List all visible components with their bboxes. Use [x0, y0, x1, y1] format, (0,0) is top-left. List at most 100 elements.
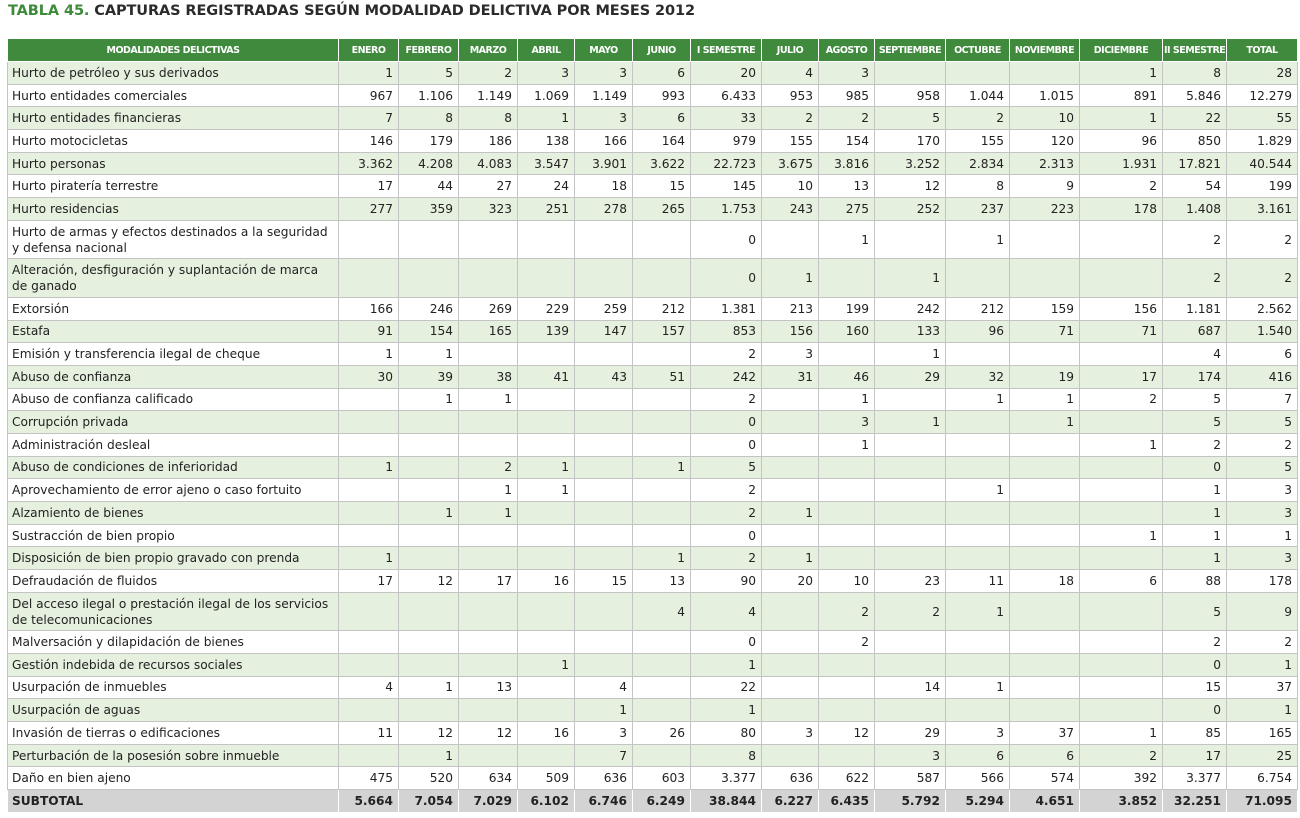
- table-cell: 3.622: [632, 151, 691, 176]
- table-cell: 6.433: [690, 83, 762, 108]
- table-cell: 3.161: [1226, 197, 1298, 221]
- table-cell: [338, 478, 399, 502]
- table-cell: [338, 501, 399, 525]
- table-cell: 6: [1079, 569, 1163, 593]
- row-label: Perturbación de la posesión sobre inmueb…: [7, 743, 339, 768]
- table-cell: 2.313: [1009, 151, 1080, 176]
- table-cell: [874, 455, 946, 480]
- table-cell: [761, 743, 819, 768]
- subtotal-cell: 6.435: [818, 789, 875, 814]
- table-cell: [574, 478, 633, 502]
- table-cell: [945, 546, 1010, 571]
- table-cell: 1: [632, 546, 691, 571]
- table-cell: 13: [458, 675, 518, 700]
- table-cell: [398, 478, 459, 502]
- table-row: Abuso de confianza calificado 1 1 2 1 1 1 2 5 7: [7, 387, 1298, 412]
- table-cell: [398, 455, 459, 480]
- table-cell: 0: [690, 523, 762, 548]
- table-cell: 574: [1009, 766, 1080, 791]
- table-cell: [517, 546, 575, 571]
- table-cell: 3: [818, 61, 875, 85]
- table-cell: 12: [398, 721, 459, 745]
- table-cell: 10: [761, 174, 819, 199]
- column-header: II SEMESTRE: [1162, 38, 1227, 62]
- table-cell: 156: [1079, 296, 1163, 321]
- table-cell: 133: [874, 319, 946, 344]
- table-cell: [1079, 630, 1163, 654]
- table-cell: [945, 342, 1010, 366]
- table-cell: 3: [818, 410, 875, 434]
- table-cell: [398, 219, 459, 260]
- table-row: Usurpación de inmuebles 4 1 13 4 22 14 1 15 37: [7, 675, 1298, 700]
- table-cell: [574, 630, 633, 654]
- table-cell: 10: [818, 569, 875, 593]
- table-cell: [1079, 501, 1163, 525]
- table-cell: [574, 523, 633, 548]
- row-label: Hurto de armas y efectos destinados a la…: [7, 219, 339, 260]
- table-cell: [398, 698, 459, 722]
- table-cell: [517, 698, 575, 722]
- column-header: MAYO: [574, 38, 633, 62]
- table-cell: 243: [761, 197, 819, 221]
- table-cell: [818, 455, 875, 480]
- table-cell: 15: [632, 174, 691, 199]
- table-cell: [338, 743, 399, 768]
- table-cell: [874, 501, 946, 525]
- table-cell: 2: [818, 591, 875, 632]
- table-cell: [761, 675, 819, 700]
- table-cell: [517, 675, 575, 700]
- subtotal-cell: 6.746: [574, 789, 633, 814]
- table-cell: 25: [1226, 743, 1298, 768]
- row-label: Gestión indebida de recursos sociales: [7, 652, 339, 677]
- table-cell: 157: [632, 319, 691, 344]
- table-cell: 0: [690, 219, 762, 260]
- table-cell: 1: [1079, 721, 1163, 745]
- table-cell: [632, 219, 691, 260]
- table-cell: 31: [761, 364, 819, 389]
- table-cell: [458, 698, 518, 722]
- table-cell: 1: [1079, 523, 1163, 548]
- row-label: Usurpación de aguas: [7, 698, 339, 722]
- table-cell: 3.377: [1162, 766, 1227, 791]
- table-cell: 6: [945, 743, 1010, 768]
- table-cell: 155: [761, 129, 819, 153]
- table-cell: 28: [1226, 61, 1298, 85]
- table-cell: [818, 546, 875, 571]
- table-cell: 853: [690, 319, 762, 344]
- table-cell: 2: [874, 591, 946, 632]
- table-cell: 6.754: [1226, 766, 1298, 791]
- table-cell: [338, 698, 399, 722]
- table-cell: 88: [1162, 569, 1227, 593]
- table-cell: [338, 258, 399, 298]
- table-cell: [945, 410, 1010, 434]
- table-cell: 8: [690, 743, 762, 768]
- table-cell: 2: [1079, 174, 1163, 199]
- table-cell: 4: [761, 61, 819, 85]
- table-cell: 475: [338, 766, 399, 791]
- table-cell: 2: [945, 106, 1010, 131]
- table-cell: [818, 675, 875, 700]
- table-cell: [1009, 478, 1080, 502]
- table-cell: 54: [1162, 174, 1227, 199]
- subtotal-cell: 7.054: [398, 789, 459, 814]
- table-cell: 166: [338, 296, 399, 321]
- table-cell: 22.723: [690, 151, 762, 176]
- table-row: Sustracción de bien propio 0 1 1 1: [7, 523, 1298, 548]
- table-cell: 15: [1162, 675, 1227, 700]
- row-label: Aprovechamiento de error ajeno o caso fo…: [7, 478, 339, 502]
- table-cell: 37: [1226, 675, 1298, 700]
- table-cell: 2: [1162, 258, 1227, 298]
- table-row: Invasión de tierras o edificaciones 11 12 1…: [7, 721, 1298, 745]
- table-cell: 0: [690, 630, 762, 654]
- table-cell: [632, 432, 691, 457]
- table-cell: 1: [945, 591, 1010, 632]
- table-cell: [574, 410, 633, 434]
- table-cell: 212: [945, 296, 1010, 321]
- row-label: Hurto personas: [7, 151, 339, 176]
- table-cell: 16: [517, 569, 575, 593]
- table-row: Perturbación de la posesión sobre inmueb…: [7, 743, 1298, 768]
- table-cell: 3.675: [761, 151, 819, 176]
- table-cell: 71: [1009, 319, 1080, 344]
- table-cell: [818, 342, 875, 366]
- table-cell: 18: [574, 174, 633, 199]
